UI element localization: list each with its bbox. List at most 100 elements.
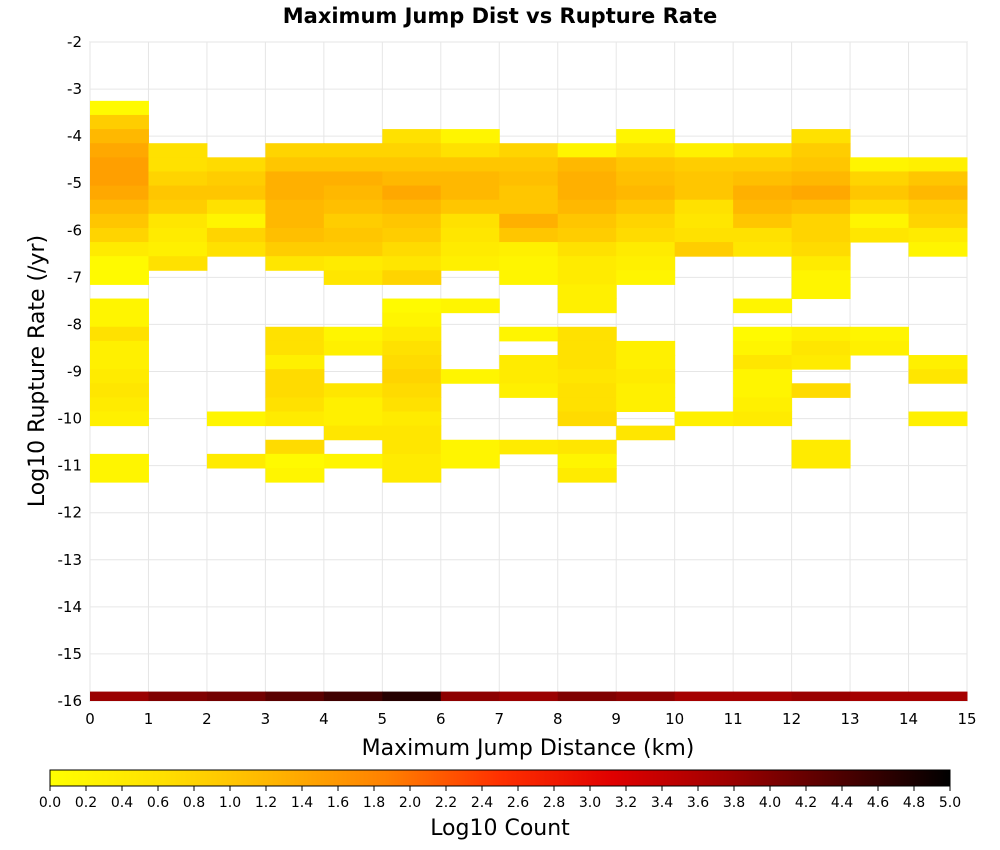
colorbar: 0.0 0.2 0.4 0.6 0.8 1.0 1.2 1.4 1.6 1.8 2.0 2.2 2.4 2…	[39, 769, 961, 841]
heatmap-cell	[908, 242, 968, 257]
heatmap-cell	[148, 213, 208, 229]
heatmap-cell	[791, 326, 851, 342]
heatmap-cell	[908, 171, 968, 187]
y-tick-label: -10	[58, 410, 83, 428]
heatmap-cell	[382, 397, 442, 413]
heatmap-cell	[440, 199, 500, 215]
heatmap-cell	[674, 227, 734, 243]
heatmap-cell	[733, 157, 793, 172]
heatmap-cell	[323, 411, 383, 427]
colorbar-tick-label: 4.6	[867, 795, 889, 811]
heatmap-cell	[206, 171, 266, 187]
heatmap-cell	[90, 199, 149, 215]
heatmap-cell	[206, 227, 266, 243]
heatmap-cell	[733, 143, 793, 158]
heatmap-cell	[557, 199, 617, 215]
x-axis-ticks: 0 1 2 3 4 5 6 7 8 9 10 11 12 13 14 15	[85, 710, 976, 728]
heatmap-cell	[90, 369, 149, 384]
heatmap-cell	[850, 340, 910, 356]
heatmap-cell	[557, 256, 617, 271]
heatmap-cell	[499, 691, 559, 701]
heatmap-cell	[733, 227, 793, 243]
heatmap-cell	[616, 199, 676, 215]
heatmap-cell	[265, 157, 325, 172]
heatmap-cell	[148, 227, 208, 243]
heatmap-cell	[791, 270, 851, 285]
y-tick-label: -12	[58, 504, 83, 522]
heatmap-cell	[733, 691, 793, 701]
y-tick-label: -6	[67, 221, 82, 239]
heatmap-cell	[206, 199, 266, 215]
colorbar-tick-label: 0.0	[39, 795, 61, 811]
heatmap-cell	[557, 453, 617, 469]
y-tick-label: -14	[58, 598, 83, 616]
heatmap-cell	[148, 143, 208, 158]
heatmap-cell	[850, 326, 910, 342]
colorbar-tick-label: 4.2	[795, 795, 817, 811]
heatmap-cell	[791, 340, 851, 356]
heatmap-cell	[791, 199, 851, 215]
heatmap-cell	[733, 411, 793, 427]
heatmap-cell	[791, 453, 851, 469]
heatmap-cell	[265, 397, 325, 413]
y-tick-label: -2	[67, 33, 82, 51]
heatmap-cell	[791, 691, 851, 701]
heatmap-cell	[908, 691, 968, 701]
heatmap-cell	[90, 383, 149, 398]
colorbar-tick-label: 3.6	[687, 795, 709, 811]
heatmap-cell	[499, 439, 559, 455]
heatmap-cell	[440, 369, 500, 384]
heatmap-cell	[265, 171, 325, 187]
heatmap-cell	[674, 242, 734, 257]
colorbar-tick-label: 1.0	[219, 795, 241, 811]
heatmap-cell	[616, 383, 676, 398]
heatmap-cell	[791, 171, 851, 187]
x-tick-label: 14	[899, 710, 918, 728]
heatmap-cell	[265, 185, 325, 201]
heatmap-cell	[90, 397, 149, 413]
heatmap-cell	[265, 411, 325, 427]
heatmap-cell	[206, 453, 266, 469]
heatmap-cell	[206, 157, 266, 172]
heatmap-cell	[382, 383, 442, 398]
colorbar-ticks: 0.0 0.2 0.4 0.6 0.8 1.0 1.2 1.4 1.6 1.8 2.0 2.2 2.4 2…	[39, 786, 961, 811]
heatmap-cell	[557, 143, 617, 158]
heatmap-cell	[440, 185, 500, 201]
heatmap-cell	[265, 355, 325, 370]
y-tick-label: -7	[67, 268, 82, 286]
heatmap-cell	[265, 213, 325, 229]
heatmap-cell	[733, 369, 793, 384]
heatmap-cell	[616, 691, 676, 701]
heatmap-cell	[265, 467, 325, 483]
heatmap-cell	[90, 340, 149, 356]
colorbar-tick-label: 2.6	[507, 795, 529, 811]
heatmap-cell	[616, 213, 676, 229]
heatmap-cell	[148, 157, 208, 172]
heatmap-cell	[382, 312, 442, 328]
x-tick-label: 0	[85, 710, 95, 728]
heatmap-cell	[557, 227, 617, 243]
heatmap-cell	[323, 227, 383, 243]
heatmap-cell	[908, 213, 968, 229]
heatmap-cell	[733, 355, 793, 370]
colorbar-tick-label: 4.4	[831, 795, 853, 811]
y-tick-label: -15	[58, 645, 83, 663]
heatmap-cell	[733, 397, 793, 413]
x-tick-label: 1	[144, 710, 154, 728]
heatmap-cell	[850, 213, 910, 229]
colorbar-tick-label: 3.8	[723, 795, 745, 811]
heatmap-cell	[908, 157, 968, 172]
heatmap-cell	[674, 185, 734, 201]
y-axis-label: Log10 Rupture Rate (/yr)	[25, 235, 50, 507]
heatmap-cell	[265, 453, 325, 469]
heatmap-cell	[90, 227, 149, 243]
heatmap-cell	[440, 453, 500, 469]
colorbar-tick-label: 5.0	[939, 795, 961, 811]
heatmap-cell	[557, 397, 617, 413]
heatmap-cell	[382, 298, 442, 314]
x-tick-label: 4	[319, 710, 329, 728]
heatmap-cell	[440, 227, 500, 243]
heatmap-cell	[265, 227, 325, 243]
heatmap-cell	[382, 157, 442, 172]
